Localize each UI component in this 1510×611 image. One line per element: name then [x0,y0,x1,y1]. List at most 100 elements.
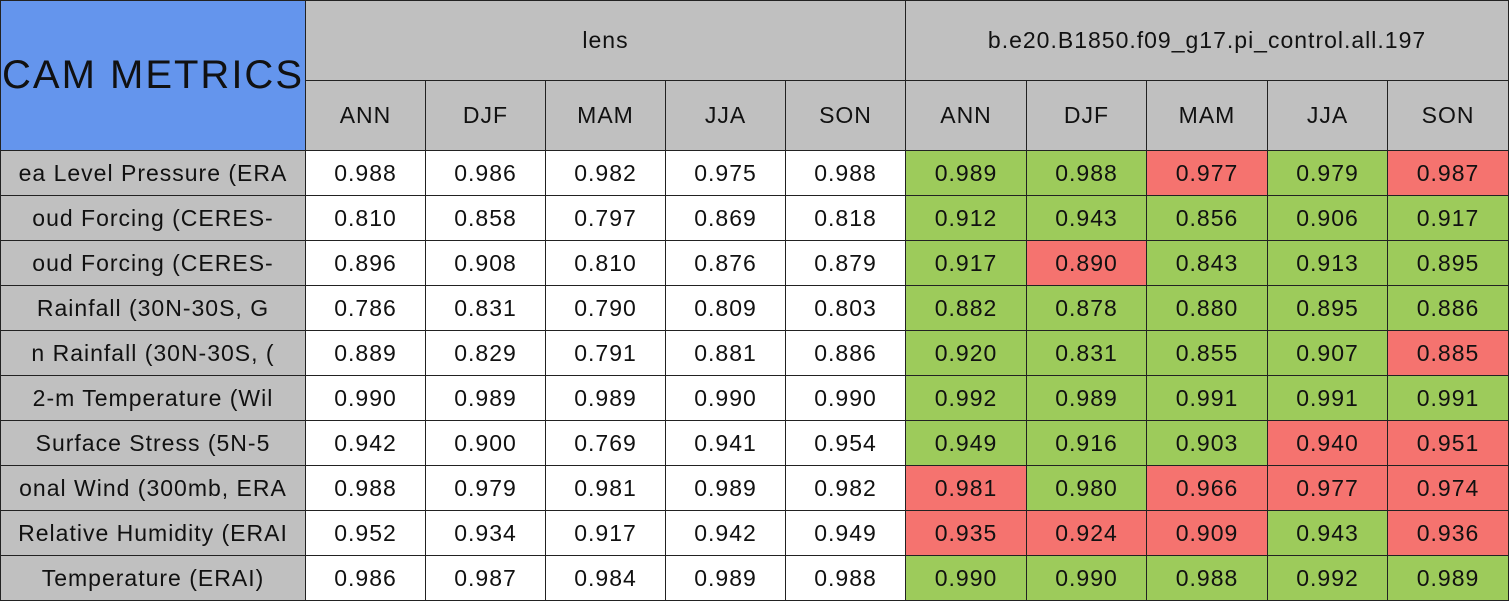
value-cell: 0.917 [1387,195,1510,241]
value-cell: 0.769 [545,420,666,466]
table-row: Rainfall (30N-30S, G 0.786 0.831 0.790 0.809… [0,285,1510,331]
value-cell: 0.942 [305,420,426,466]
value-cell: 0.912 [905,195,1028,241]
row-label: Surface Stress (5N-5 [0,420,306,466]
group-header: b.e20.B1850.f09_g17.pi_control.all.197 [905,0,1510,81]
value-cell: 0.896 [305,240,426,286]
value-cell: 0.989 [425,375,546,421]
value-cell: 0.981 [905,465,1028,511]
table-row: oud Forcing (CERES- 0.896 0.908 0.810 0.876 0… [0,240,1510,286]
value-cell: 0.986 [425,150,546,196]
value-cell: 0.881 [665,330,786,376]
row-label: n Rainfall (30N-30S, ( [0,330,306,376]
table-row: n Rainfall (30N-30S, (0.889 0.829 0.791 0.8… [0,330,1510,376]
value-cell: 0.989 [1387,555,1510,601]
season-header: MAM [545,80,666,151]
value-cell: 0.989 [665,465,786,511]
value-cell: 0.990 [784,375,907,421]
value-cell: 0.943 [1267,510,1389,556]
value-cell: 0.977 [1146,150,1269,196]
season-header: ANN [305,80,426,151]
season-header: DJF [1026,80,1148,151]
value-cell: 0.981 [545,465,666,511]
row-label: Rainfall (30N-30S, G [0,285,306,331]
value-cell: 0.880 [1146,285,1269,331]
value-cell: 0.982 [784,465,907,511]
table-row: Temperature (ERAI) 0.986 0.987 0.984 0.989 0.… [0,555,1510,601]
value-cell: 0.907 [1267,330,1389,376]
value-cell: 0.984 [545,555,666,601]
value-cell: 0.886 [1387,285,1510,331]
value-cell: 0.990 [905,555,1028,601]
value-cell: 0.990 [665,375,786,421]
value-cell: 0.935 [905,510,1028,556]
value-cell: 0.951 [1387,420,1510,466]
row-label: oud Forcing (CERES- [0,240,306,286]
row-label: Relative Humidity (ERAI [0,510,306,556]
value-cell: 0.977 [1267,465,1389,511]
value-cell: 0.791 [545,330,666,376]
value-cell: 0.980 [1026,465,1148,511]
value-cell: 0.989 [665,555,786,601]
value-cell: 0.988 [305,465,426,511]
table-row: ANN DJF MAM JJA SON ANN DJF MAM JJA SON [1,80,1510,151]
value-cell: 0.991 [1387,375,1510,421]
value-cell: 0.979 [1267,150,1389,196]
value-cell: 0.990 [1026,555,1148,601]
value-cell: 0.942 [665,510,786,556]
value-cell: 0.786 [305,285,426,331]
value-cell: 0.917 [905,240,1028,286]
season-header: SON [784,80,907,151]
value-cell: 0.989 [545,375,666,421]
value-cell: 0.975 [665,150,786,196]
value-cell: 0.810 [545,240,666,286]
value-cell: 0.917 [545,510,666,556]
value-cell: 0.843 [1146,240,1269,286]
value-cell: 0.979 [425,465,546,511]
value-cell: 0.992 [1267,555,1389,601]
value-cell: 0.885 [1387,330,1510,376]
row-label: oud Forcing (CERES- [0,195,306,241]
table-row: onal Wind (300mb, ERA 0.988 0.979 0.981 0.98… [0,465,1510,511]
value-cell: 0.986 [305,555,426,601]
row-label: ea Level Pressure (ERA [0,150,306,196]
value-cell: 0.797 [545,195,666,241]
season-header: MAM [1146,80,1269,151]
table-row: CAM METRICS lens b.e20.B1850.f09_g17.pi_co… [0,0,1510,151]
table-row: 2-m Temperature (Wil 0.990 0.989 0.989 0.990… [0,375,1510,421]
season-header: SON [1387,80,1510,151]
value-cell: 0.990 [305,375,426,421]
value-cell: 0.988 [784,555,907,601]
value-cell: 0.810 [305,195,426,241]
value-cell: 0.974 [1387,465,1510,511]
value-cell: 0.855 [1146,330,1269,376]
value-cell: 0.924 [1026,510,1148,556]
value-cell: 0.869 [665,195,786,241]
season-header: JJA [665,80,786,151]
value-cell: 0.906 [1267,195,1389,241]
value-cell: 0.952 [305,510,426,556]
value-cell: 0.903 [1146,420,1269,466]
season-header: JJA [1267,80,1389,151]
value-cell: 0.803 [784,285,907,331]
value-cell: 0.809 [665,285,786,331]
value-cell: 0.818 [784,195,907,241]
row-label: onal Wind (300mb, ERA [0,465,306,511]
value-cell: 0.940 [1267,420,1389,466]
value-cell: 0.982 [545,150,666,196]
value-cell: 0.920 [905,330,1028,376]
value-cell: 0.790 [545,285,666,331]
value-cell: 0.966 [1146,465,1269,511]
value-cell: 0.909 [1146,510,1269,556]
value-cell: 0.988 [1026,150,1148,196]
value-cell: 0.988 [1146,555,1269,601]
value-cell: 0.886 [784,330,907,376]
value-cell: 0.943 [1026,195,1148,241]
row-label: Temperature (ERAI) [0,555,306,601]
value-cell: 0.991 [1267,375,1389,421]
value-cell: 0.989 [1026,375,1148,421]
value-cell: 0.858 [425,195,546,241]
value-cell: 0.987 [425,555,546,601]
value-cell: 0.831 [425,285,546,331]
table-row: ea Level Pressure (ERA 0.988 0.986 0.982 0.9… [0,150,1510,196]
